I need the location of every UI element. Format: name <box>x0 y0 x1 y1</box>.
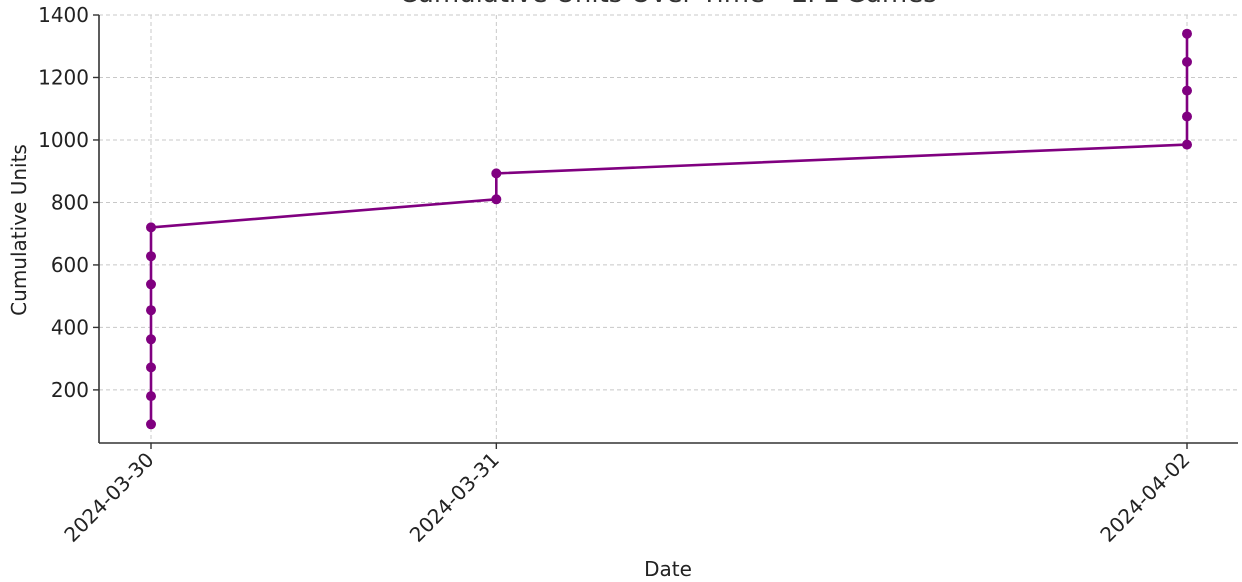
data-point <box>1182 28 1192 39</box>
axes <box>98 15 1238 444</box>
y-tick-label: 800 <box>51 190 89 214</box>
y-tick-label: 600 <box>51 253 89 277</box>
grid <box>99 14 1238 443</box>
series-line <box>149 33 1189 425</box>
x-axis-title: Date <box>644 557 692 581</box>
chart-title: Cumulative Units Over Time - EPL Games <box>399 0 937 9</box>
data-point <box>146 222 156 233</box>
data-point <box>146 391 156 402</box>
y-tick-label: 1400 <box>38 3 89 27</box>
y-tick-label: 400 <box>51 315 89 339</box>
y-tick-label: 200 <box>51 378 89 402</box>
x-tick-label: 2024-04-02 <box>1095 448 1194 547</box>
data-point <box>146 251 156 262</box>
y-tick-label: 1000 <box>38 128 89 152</box>
x-tick-label: 2024-03-30 <box>59 448 158 547</box>
y-tick-label: 1200 <box>38 65 89 89</box>
data-point <box>1182 56 1192 67</box>
y-axis-title: Cumulative Units <box>7 144 31 316</box>
data-point <box>1182 85 1192 96</box>
series <box>146 28 1192 430</box>
data-point <box>491 168 502 179</box>
data-point <box>1182 139 1192 150</box>
data-point <box>491 194 502 205</box>
ticks: 200 400 600 800 1000 1200 1400 2024-03-30 2024-0… <box>38 3 1194 547</box>
data-point <box>146 362 156 373</box>
data-point <box>1182 111 1192 122</box>
data-point <box>146 334 156 345</box>
data-point <box>146 419 156 430</box>
x-tick-label: 2024-03-31 <box>405 448 504 547</box>
data-point <box>146 305 156 316</box>
data-point <box>146 279 156 290</box>
